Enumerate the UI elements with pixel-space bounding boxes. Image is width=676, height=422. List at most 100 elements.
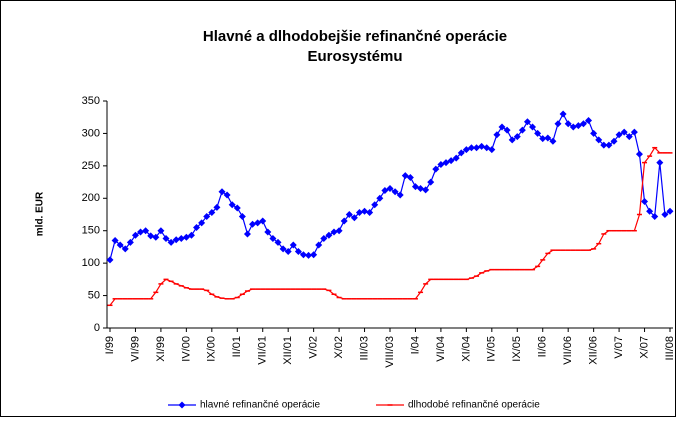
legend-marker (178, 401, 186, 409)
x-tick-label: I/99 (104, 336, 116, 354)
point (249, 220, 257, 228)
point (585, 116, 593, 124)
x-tick-label: X/02 (333, 336, 345, 359)
point (284, 247, 292, 255)
point (620, 128, 628, 136)
x-tick-label: V/07 (613, 336, 625, 359)
point (452, 154, 460, 162)
point (279, 245, 287, 253)
point (579, 120, 587, 128)
point (315, 241, 323, 249)
y-tick-label: 100 (82, 257, 100, 269)
point (437, 161, 445, 169)
y-tick-label: 250 (82, 160, 100, 172)
point (208, 209, 216, 217)
point (411, 183, 419, 191)
point (549, 137, 557, 145)
x-tick-label: VIII/03 (384, 336, 396, 368)
point (243, 230, 251, 238)
point (305, 251, 313, 259)
point (289, 241, 297, 249)
point (544, 134, 552, 142)
point (355, 209, 363, 217)
y-tick-label: 200 (82, 192, 100, 204)
point (462, 146, 470, 154)
chart-title: Hlavné a dlhodobejšie refinančné operáci… (203, 28, 507, 45)
point (559, 110, 567, 118)
point (651, 212, 659, 220)
point (534, 129, 542, 137)
point (417, 185, 425, 193)
legend-label: dlhodobé refinančné operácie (408, 400, 540, 411)
point (213, 203, 221, 211)
y-tick-label: 300 (82, 127, 100, 139)
point (366, 209, 374, 217)
point (340, 217, 348, 225)
point (376, 194, 384, 202)
point (513, 133, 521, 141)
point (432, 165, 440, 173)
x-tick-label: V/02 (308, 336, 320, 359)
point (259, 217, 267, 225)
point (172, 236, 180, 244)
point (203, 212, 211, 220)
point (569, 123, 577, 131)
point (131, 231, 139, 239)
point (615, 131, 623, 139)
x-tick-label: XI/99 (155, 336, 167, 362)
point (488, 146, 496, 154)
point (661, 211, 669, 218)
x-tick-label: XI/04 (460, 336, 472, 362)
point (238, 212, 246, 220)
y-tick-label: 50 (88, 289, 100, 301)
point (167, 238, 175, 246)
point (264, 228, 272, 236)
point (137, 228, 145, 236)
point (646, 207, 654, 215)
point (391, 188, 399, 196)
x-tick-label: IX/05 (511, 336, 523, 362)
point (523, 118, 531, 126)
point (564, 120, 572, 128)
point (396, 191, 404, 199)
x-tick-label: VI/04 (435, 336, 447, 362)
point (457, 149, 465, 157)
point (574, 122, 582, 130)
point (483, 144, 491, 152)
point (539, 135, 547, 143)
point (182, 233, 190, 241)
point (126, 238, 134, 246)
point (467, 144, 475, 152)
point (294, 247, 302, 255)
point (350, 214, 358, 222)
point (152, 233, 160, 241)
x-tick-label: VI/99 (129, 336, 141, 362)
point (554, 120, 562, 128)
point (361, 207, 369, 215)
x-tick-label: VII/01 (257, 336, 269, 365)
point (198, 219, 206, 227)
point (193, 223, 201, 231)
point (320, 234, 328, 242)
point (187, 231, 195, 239)
x-tick-label: IV/05 (486, 336, 498, 362)
point (345, 211, 353, 218)
point (422, 186, 430, 194)
point (473, 144, 481, 152)
point (162, 234, 170, 242)
point (590, 129, 598, 137)
chart-title: Eurosystému (307, 48, 402, 65)
point (508, 136, 516, 144)
y-tick-label: 350 (82, 95, 100, 107)
point (600, 141, 608, 149)
x-tick-label: II/01 (231, 336, 243, 357)
x-tick-label: III/03 (358, 336, 370, 360)
point (381, 187, 389, 195)
x-tick-label: III/08 (664, 336, 676, 360)
point (233, 204, 241, 212)
x-tick-label: VII/06 (562, 336, 574, 365)
point (605, 141, 613, 149)
point (274, 238, 282, 246)
